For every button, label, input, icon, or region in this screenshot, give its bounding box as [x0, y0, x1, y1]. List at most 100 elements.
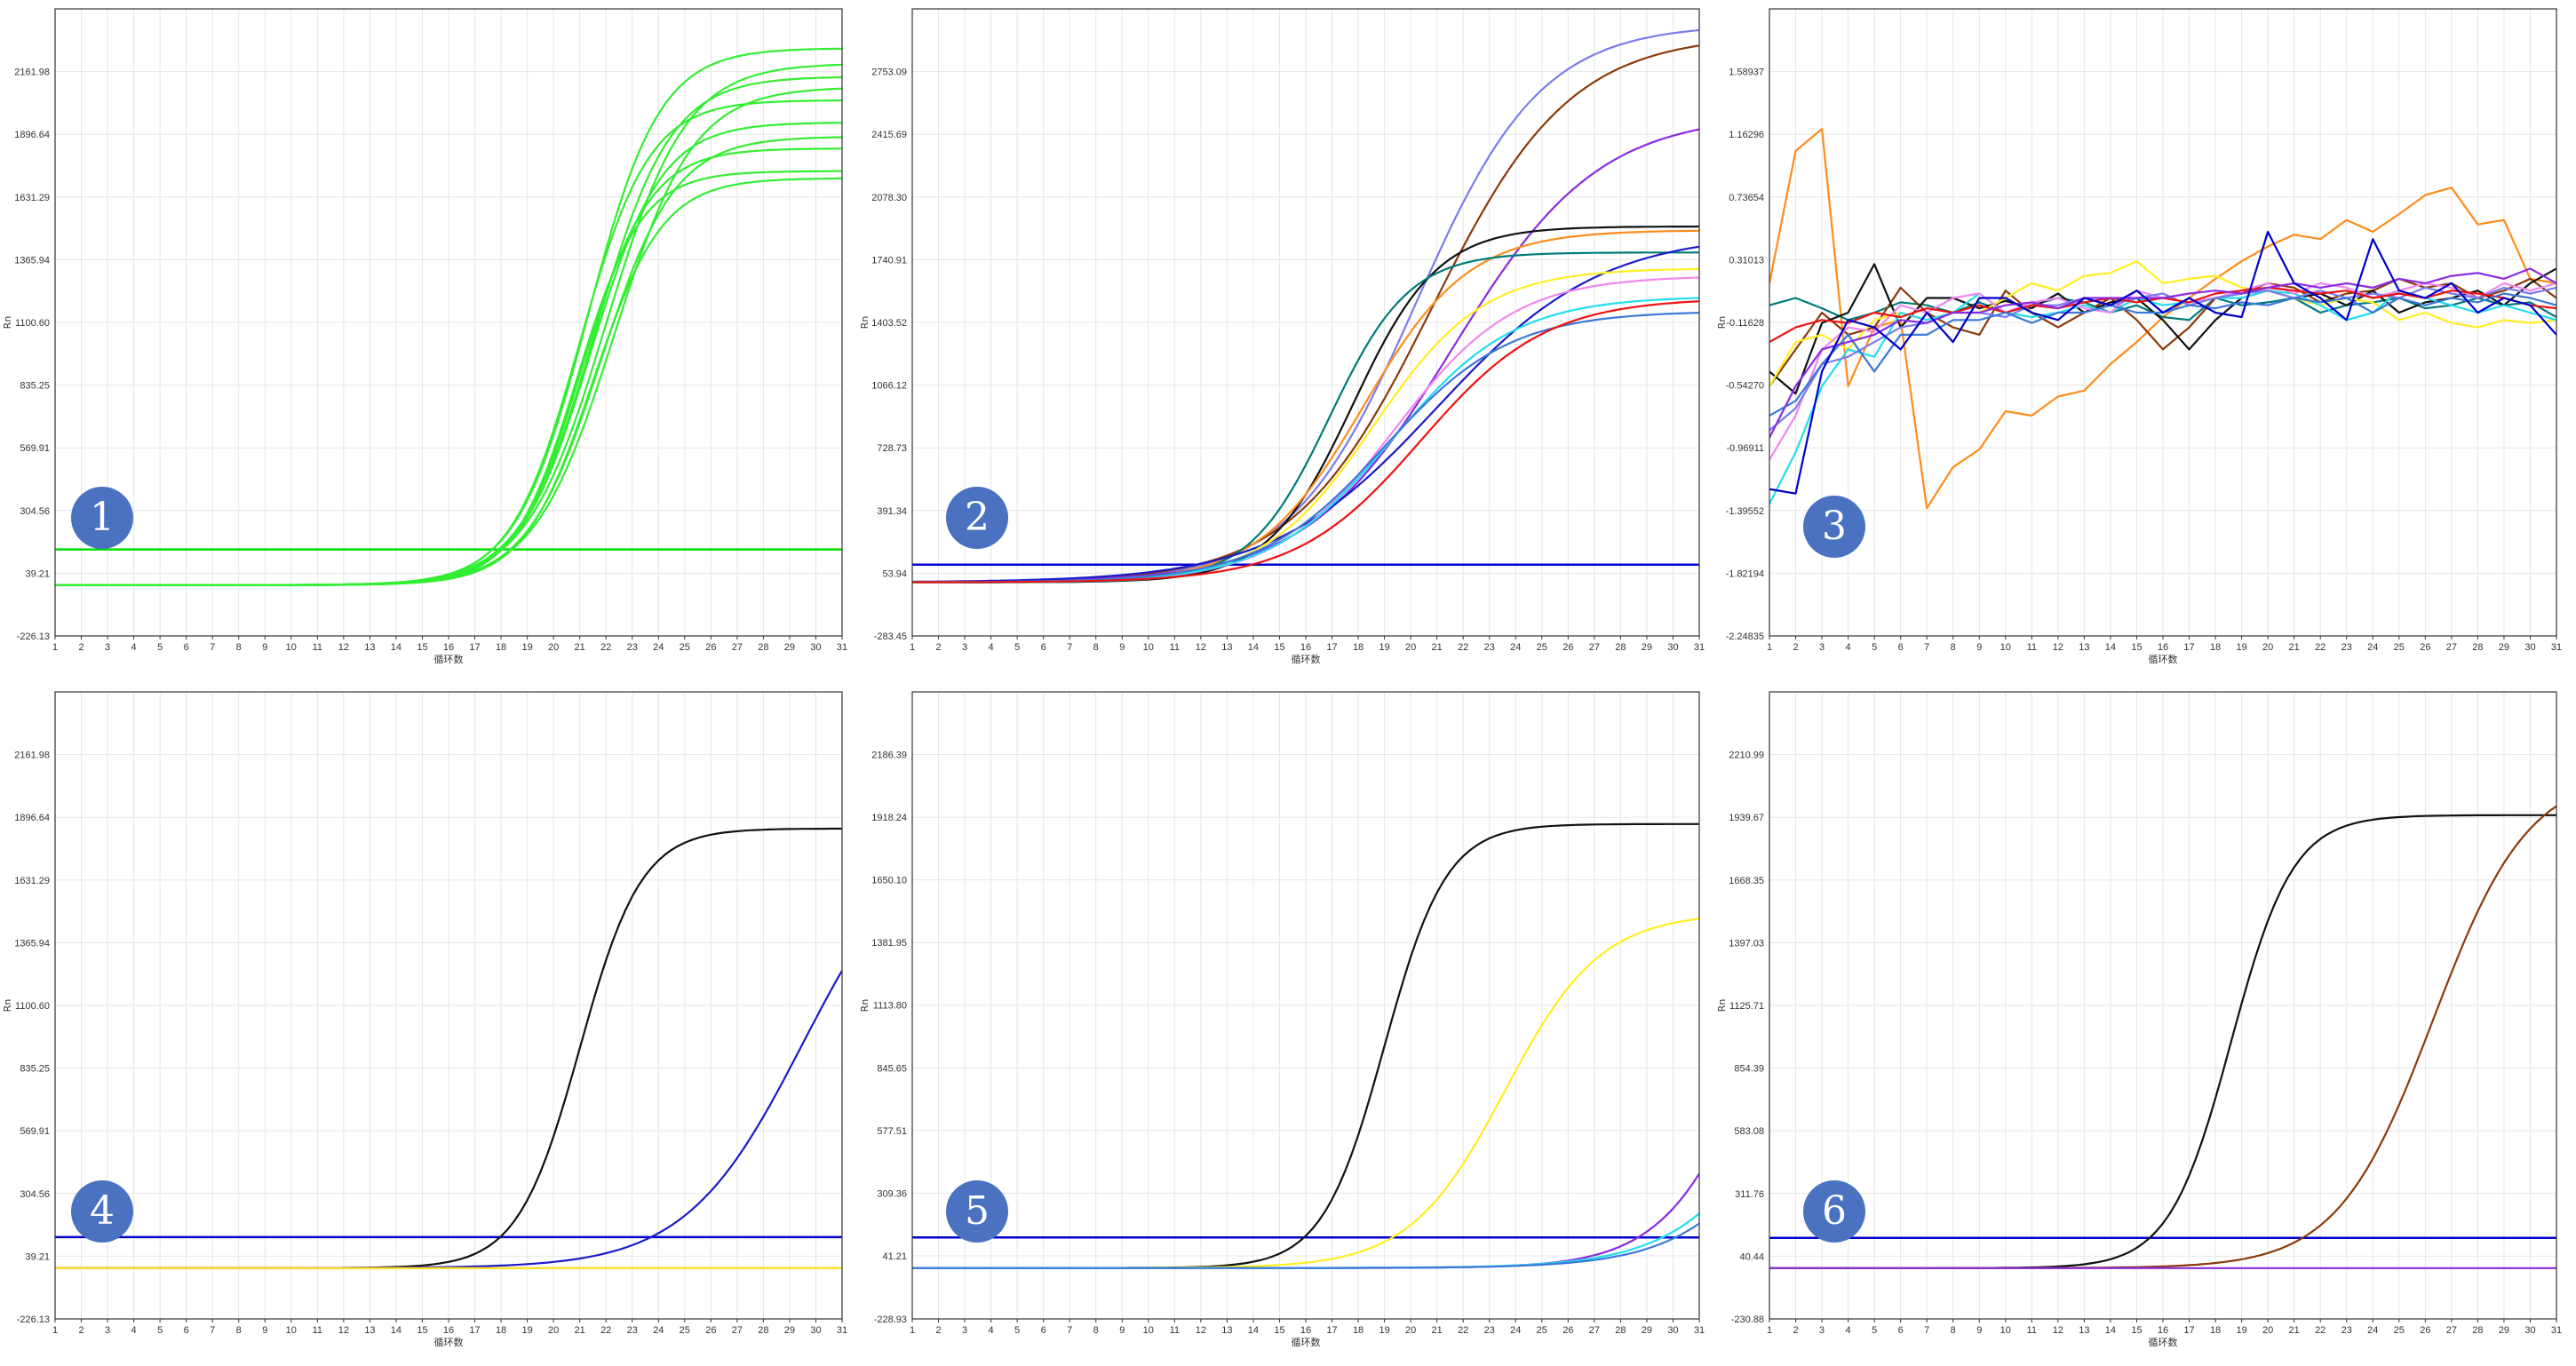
x-tick-label: 31	[1694, 1325, 1705, 1336]
x-tick-label: 21	[2289, 642, 2300, 653]
x-tick-label: 2	[1793, 642, 1798, 653]
y-tick-label: 1125.71	[1729, 1001, 1764, 1012]
x-tick-label: 30	[2524, 642, 2535, 653]
x-tick-label: 4	[989, 642, 994, 653]
y-tick-label: 1.58937	[1729, 68, 1764, 78]
x-tick-label: 16	[2158, 1325, 2168, 1336]
x-tick-label: 15	[2131, 642, 2142, 653]
x-tick-label: 13	[2079, 642, 2089, 653]
x-tick-label: 21	[575, 1325, 585, 1336]
x-tick-label: 31	[2551, 642, 2562, 653]
y-tick-label: 583.08	[1734, 1126, 1764, 1137]
x-tick-label: 13	[364, 1325, 375, 1336]
x-tick-label: 5	[1014, 642, 1020, 653]
x-tick-label: 10	[1143, 642, 1154, 653]
x-tick-label: 6	[1898, 642, 1904, 653]
y-axis-label: Rn	[1716, 999, 1728, 1013]
x-tick-label: 24	[1510, 1325, 1521, 1336]
x-tick-label: 27	[1589, 642, 1600, 653]
x-tick-label: 14	[1248, 1325, 1259, 1336]
x-tick-label: 7	[1067, 642, 1072, 653]
y-tick-label: -226.13	[17, 1314, 50, 1325]
x-tick-label: 21	[575, 642, 585, 653]
y-tick-label: 1668.35	[1729, 876, 1764, 886]
x-tick-label: 9	[1976, 642, 1982, 653]
x-axis-label: 循环数	[434, 654, 464, 665]
x-tick-label: 12	[2053, 1325, 2063, 1336]
x-tick-label: 31	[2551, 1325, 2562, 1336]
x-tick-label: 16	[1300, 1325, 1311, 1336]
x-tick-label: 15	[417, 1325, 427, 1336]
x-tick-label: 20	[2262, 1325, 2273, 1336]
x-tick-label: 6	[1898, 1325, 1904, 1336]
x-tick-label: 27	[1589, 1325, 1600, 1336]
x-tick-label: 8	[236, 642, 242, 653]
chart-svg-5: 1 2 3 4 5 6 7 8 9 10 11 12 13 14 15 16 17 18 19 20 21 22 23 24 2…	[859, 691, 1705, 1348]
x-tick-label: 20	[1405, 1325, 1416, 1336]
y-axis-label: Rn	[2, 316, 13, 330]
y-tick-label: 0.73654	[1729, 193, 1764, 203]
y-tick-label: 2161.98	[14, 751, 50, 761]
x-tick-label: 17	[469, 1325, 480, 1336]
y-tick-label: -226.13	[17, 631, 50, 642]
x-tick-label: 6	[1041, 642, 1046, 653]
x-tick-label: 17	[2183, 1325, 2194, 1336]
x-tick-label: 10	[1143, 1325, 1154, 1336]
y-tick-label: -0.11628	[1726, 318, 1764, 329]
x-tick-label: 12	[338, 1325, 349, 1336]
x-tick-label: 27	[732, 1325, 743, 1336]
y-tick-label: 1650.10	[871, 876, 907, 886]
x-tick-label: 5	[1014, 1325, 1020, 1336]
x-tick-label: 27	[2446, 1325, 2457, 1336]
x-tick-label: 28	[2472, 642, 2483, 653]
x-tick-label: 15	[1274, 642, 1284, 653]
x-tick-label: 7	[210, 1325, 215, 1336]
x-tick-label: 1	[52, 642, 58, 653]
y-tick-label: -230.88	[1731, 1314, 1764, 1325]
x-tick-label: 28	[2472, 1325, 2483, 1336]
x-tick-label: 27	[732, 642, 743, 653]
y-tick-label: 1365.94	[14, 255, 50, 266]
y-tick-label: 1631.29	[14, 193, 50, 203]
y-tick-label: 39.21	[25, 1251, 50, 1262]
x-tick-label: 10	[286, 1325, 297, 1336]
x-tick-label: 25	[1537, 642, 1547, 653]
x-tick-label: 31	[837, 1325, 847, 1336]
x-tick-label: 11	[2027, 1325, 2037, 1336]
y-tick-label: 40.44	[1739, 1251, 1764, 1262]
x-tick-label: 18	[2210, 1325, 2221, 1336]
x-tick-label: 19	[1379, 642, 1389, 653]
panel-number-badge-1: 1	[71, 487, 133, 549]
x-tick-label: 19	[2236, 1325, 2246, 1336]
x-tick-label: 28	[1615, 642, 1626, 653]
x-tick-label: 14	[391, 642, 402, 653]
x-axis-label: 循环数	[434, 1337, 464, 1348]
x-tick-label: 29	[1642, 642, 1652, 653]
x-tick-label: 12	[1196, 642, 1206, 653]
x-tick-label: 25	[680, 1325, 690, 1336]
x-tick-label: 30	[2524, 1325, 2535, 1336]
y-tick-label: -0.54270	[1726, 381, 1764, 392]
x-tick-label: 4	[131, 642, 137, 653]
x-tick-label: 20	[1405, 642, 1416, 653]
y-tick-label: 1100.60	[15, 318, 50, 329]
y-tick-label: 53.94	[882, 568, 907, 579]
x-tick-label: 29	[1642, 1325, 1652, 1336]
y-tick-label: -228.93	[874, 1314, 907, 1325]
x-tick-label: 31	[837, 642, 847, 653]
x-tick-label: 10	[2000, 642, 2011, 653]
y-tick-label: 1365.94	[14, 938, 50, 949]
x-tick-label: 5	[157, 1325, 163, 1336]
x-tick-label: 19	[521, 642, 532, 653]
y-tick-label: 1896.64	[14, 130, 50, 140]
panel-number-badge-4: 4	[71, 1180, 133, 1243]
x-tick-label: 29	[2499, 1325, 2509, 1336]
x-tick-label: 24	[2367, 1325, 2378, 1336]
x-tick-label: 18	[1353, 1325, 1364, 1336]
x-tick-label: 20	[2262, 642, 2273, 653]
chart-panel-1: 1 2 3 4 5 6 7 8 9 10 11 12 13 14 15 16 17 18 19 20 21 22 23 24 2…	[0, 0, 862, 683]
x-tick-label: 23	[2341, 1325, 2352, 1336]
x-tick-label: 14	[1248, 642, 1259, 653]
x-tick-label: 17	[2183, 642, 2194, 653]
chart-svg-2: 1 2 3 4 5 6 7 8 9 10 11 12 13 14 15 16 17 18 19 20 21 22 23 24 2…	[859, 8, 1705, 665]
